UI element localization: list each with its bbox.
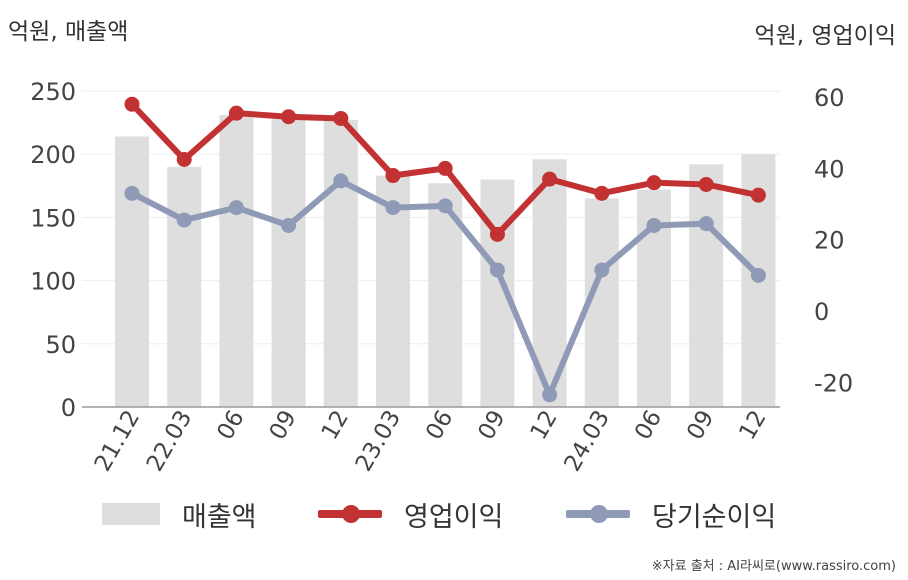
x-tick-label: 23.03 [351, 406, 406, 476]
x-tick-label: 06 [212, 406, 249, 444]
y-right-tick-label: 40 [814, 155, 845, 183]
legend-item-operating-profit: 영업이익 [318, 494, 503, 534]
x-tick-label: 24.03 [560, 406, 615, 476]
source-note: ※자료 출처 : AI라씨로(www.rassiro.com) [651, 559, 896, 574]
revenue-bar [323, 120, 358, 408]
x-tick-label: 12 [734, 406, 771, 444]
operating-profit-point [333, 110, 349, 126]
net-income-point [385, 200, 401, 216]
legend-swatch-operating-profit [318, 505, 382, 523]
net-income-point [124, 185, 140, 201]
net-income-point [489, 262, 505, 278]
legend-swatch-net-income [566, 505, 630, 523]
y-right-tick-label: 20 [814, 227, 845, 255]
operating-profit-point [750, 187, 766, 203]
right-axis-unit: 억원, 영업이익 [754, 23, 896, 49]
revenue-bar [689, 164, 724, 407]
revenue-bar [115, 136, 149, 407]
x-tick-label: 09 [265, 406, 302, 444]
net-income-point [750, 267, 766, 283]
operating-profit-point [176, 151, 192, 167]
y-left-tick-label: 50 [45, 331, 76, 359]
net-income-point [228, 200, 244, 216]
x-tick-label: 12 [526, 406, 563, 444]
x-tick-label: 06 [630, 406, 667, 444]
legend-label-revenue: 매출액 [182, 501, 257, 533]
net-income-point [176, 212, 192, 228]
net-income-point [646, 217, 662, 233]
y-left-tick-label: 200 [30, 141, 76, 169]
revenue-bars [115, 115, 776, 408]
legend-swatch-revenue [102, 503, 160, 525]
legend-item-revenue: 매출액 [102, 494, 257, 534]
operating-profit-point [698, 176, 714, 192]
revenue-bar [219, 115, 254, 408]
net-income-point [698, 216, 714, 232]
profit-lines [124, 96, 766, 403]
x-tick-label: 06 [421, 406, 458, 444]
revenue-bar [271, 116, 306, 407]
net-income-point [542, 387, 558, 403]
operating-profit-point [542, 171, 558, 187]
net-income-point [437, 198, 453, 214]
x-tick-label: 22.03 [142, 406, 197, 476]
operating-profit-point [228, 105, 244, 121]
operating-profit-point [594, 185, 610, 201]
x-tick-label: 12 [317, 406, 354, 444]
net-income-point [333, 173, 349, 189]
x-tick-label: 21.12 [90, 406, 145, 476]
legend-item-net-income: 당기순이익 [566, 494, 776, 534]
revenue-bar [167, 166, 202, 407]
y-right-tick-label: 60 [814, 84, 845, 112]
x-tick-label: 09 [473, 406, 510, 444]
operating-profit-point [124, 96, 140, 112]
y-right-tick-label: 0 [814, 298, 829, 326]
y-left-tick-label: 0 [61, 394, 76, 422]
operating-profit-point [646, 175, 662, 191]
y-left-tick-label: 250 [30, 78, 76, 106]
legend-label-operating-profit: 영업이익 [404, 501, 504, 533]
left-axis-unit: 억원, 매출액 [8, 19, 129, 45]
legend-label-net-income: 당기순이익 [652, 501, 777, 533]
operating-profit-point [489, 226, 505, 242]
operating-profit-point [437, 160, 453, 176]
net-income-point [594, 262, 610, 278]
legend: 매출액 영업이익 당기순이익 [0, 494, 908, 534]
x-tick-label: 09 [682, 406, 719, 444]
y-left-tick-label: 100 [30, 268, 76, 296]
y-right-tick-label: -20 [814, 369, 853, 397]
y-left-tick-label: 150 [30, 204, 76, 232]
operating-profit-point [281, 109, 297, 125]
operating-profit-point [385, 168, 401, 184]
net-income-point [281, 217, 297, 233]
